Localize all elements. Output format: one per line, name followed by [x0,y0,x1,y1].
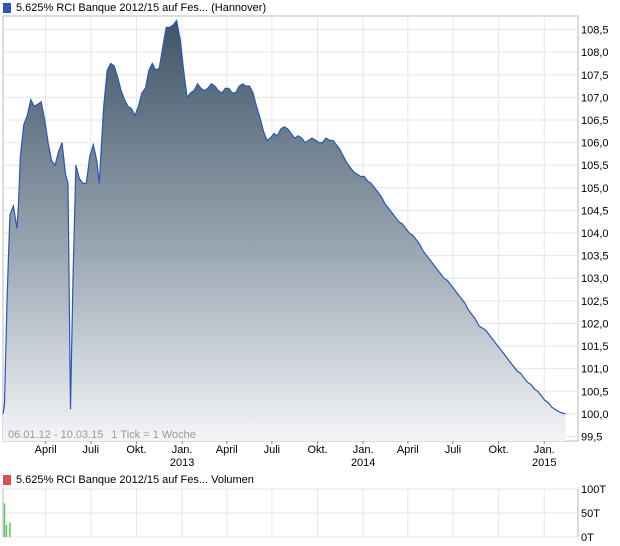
volume-legend-name: 5.625% RCI Banque 2012/15 auf Fes... [16,474,209,486]
price-y-tick-label: 105,5 [581,160,609,172]
price-y-tick-label: 103,5 [581,251,609,263]
x-tick-year: 2014 [351,457,375,469]
price-y-tick-label: 104,0 [581,228,609,240]
x-tick-label: April [397,444,419,456]
x-tick-label: Juli [264,444,281,456]
price-y-tick-label: 106,0 [581,138,609,150]
price-y-tick-label: 105,0 [581,183,609,195]
volume-legend: 5.625% RCI Banque 2012/15 auf Fes... Vol… [3,473,254,487]
price-y-tick-label: 104,5 [581,205,609,217]
price-legend: 5.625% RCI Banque 2012/15 auf Fes... (Ha… [3,1,266,15]
price-y-tick-label: 103,0 [581,273,609,285]
chart-info-range: 06.01.12 - 10.03.15 [8,429,103,441]
chart-info-tick: 1 Tick = 1 Woche [111,429,195,441]
volume-y-tick-label: 0T [581,532,594,544]
price-area [3,20,566,441]
price-y-tick-label: 108,0 [581,47,609,59]
price-y-tick-label: 100,0 [581,409,609,421]
x-tick-label: Okt. [307,444,327,456]
volume-y-tick-label: 50T [581,508,600,520]
price-y-tick-label: 107,0 [581,92,609,104]
price-y-tick-label: 101,5 [581,341,609,353]
price-legend-label: 5.625% RCI Banque 2012/15 auf Fes... (Ha… [16,2,266,14]
x-tick-label: Juli [445,444,462,456]
price-y-tick-label: 107,5 [581,70,609,82]
x-tick-label: Jan. [353,444,374,456]
volume-legend-suffix: Volumen [211,474,254,486]
volume-legend-label: 5.625% RCI Banque 2012/15 auf Fes... Vol… [16,474,254,486]
price-line [2,19,566,415]
x-tick-year: 2013 [170,457,194,469]
price-y-tick-label: 106,5 [581,115,609,127]
x-tick-label: Okt. [126,444,146,456]
price-y-tick-label: 108,5 [581,25,609,37]
price-y-tick-label: 102,0 [581,318,609,330]
price-y-tick-label: 101,0 [581,364,609,376]
volume-y-tick-label: 100T [581,484,606,496]
x-tick-label: Jan. [172,444,193,456]
x-tick-label: Jan. [534,444,555,456]
x-tick-label: April [35,444,57,456]
x-tick-label: April [216,444,238,456]
price-legend-swatch [3,3,11,13]
chart-info-text: 06.01.12 - 10.03.15 1 Tick = 1 Woche [8,429,196,441]
volume-legend-swatch [3,475,11,485]
price-legend-name: 5.625% RCI Banque 2012/15 auf Fes... [16,2,209,14]
x-tick-label: Okt. [489,444,509,456]
price-legend-exchange: (Hannover) [211,2,267,14]
x-tick-label: Juli [83,444,100,456]
x-tick-year: 2015 [532,457,556,469]
price-y-tick-label: 99,5 [581,431,602,443]
price-y-tick-label: 102,5 [581,296,609,308]
price-y-tick-label: 100,5 [581,386,609,398]
